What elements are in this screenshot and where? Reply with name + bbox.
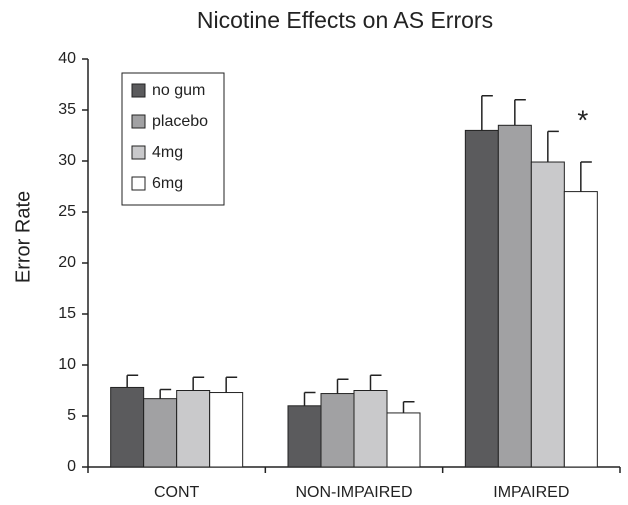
- error-bar: [402, 400, 415, 413]
- bar: [320, 393, 355, 468]
- legend-swatch: [131, 83, 146, 98]
- error-bar: [369, 374, 382, 391]
- bar: [143, 398, 178, 468]
- bar: [530, 161, 565, 468]
- legend-swatch: [131, 176, 146, 191]
- x-tick-label: CONT: [154, 484, 200, 501]
- legend-label: 6mg: [152, 175, 183, 192]
- y-tick-label: 40: [58, 50, 76, 67]
- y-tick-label: 5: [67, 407, 76, 424]
- y-tick-label: 35: [58, 101, 76, 118]
- x-tick-label: NON-IMPAIRED: [295, 484, 412, 501]
- y-axis-label: Error Rate: [12, 191, 34, 283]
- y-tick-label: 20: [58, 254, 76, 271]
- y-tick-label: 25: [58, 203, 76, 220]
- y-tick-label: 0: [67, 458, 76, 475]
- bar: [287, 405, 322, 468]
- bar: [209, 392, 244, 468]
- legend-swatch: [131, 114, 146, 129]
- y-tick-label: 15: [58, 305, 76, 322]
- error-bar: [580, 161, 592, 192]
- error-bar: [336, 378, 349, 394]
- error-bar: [192, 376, 205, 391]
- bar: [386, 412, 421, 468]
- error-bar: [225, 376, 238, 393]
- bar: [110, 386, 145, 468]
- x-tick-label: IMPAIRED: [493, 484, 569, 501]
- legend-label: no gum: [152, 82, 205, 99]
- y-tick-label: 10: [58, 356, 76, 373]
- error-bar: [303, 391, 316, 406]
- error-bar: [547, 130, 559, 163]
- error-bar: [481, 94, 493, 131]
- chart-title: Nicotine Effects on AS Errors: [197, 7, 493, 33]
- bar: [464, 129, 499, 468]
- bar: [176, 390, 211, 468]
- bar: [353, 390, 388, 468]
- error-bar: [126, 374, 139, 388]
- error-bar: [514, 99, 526, 126]
- annotation: *: [577, 104, 588, 135]
- bar: [497, 124, 532, 468]
- legend-label: 4mg: [152, 144, 183, 161]
- y-tick-label: 30: [58, 152, 76, 169]
- error-bar: [159, 388, 172, 399]
- legend-label: placebo: [152, 113, 208, 130]
- bar: [563, 191, 598, 468]
- legend-swatch: [131, 145, 146, 160]
